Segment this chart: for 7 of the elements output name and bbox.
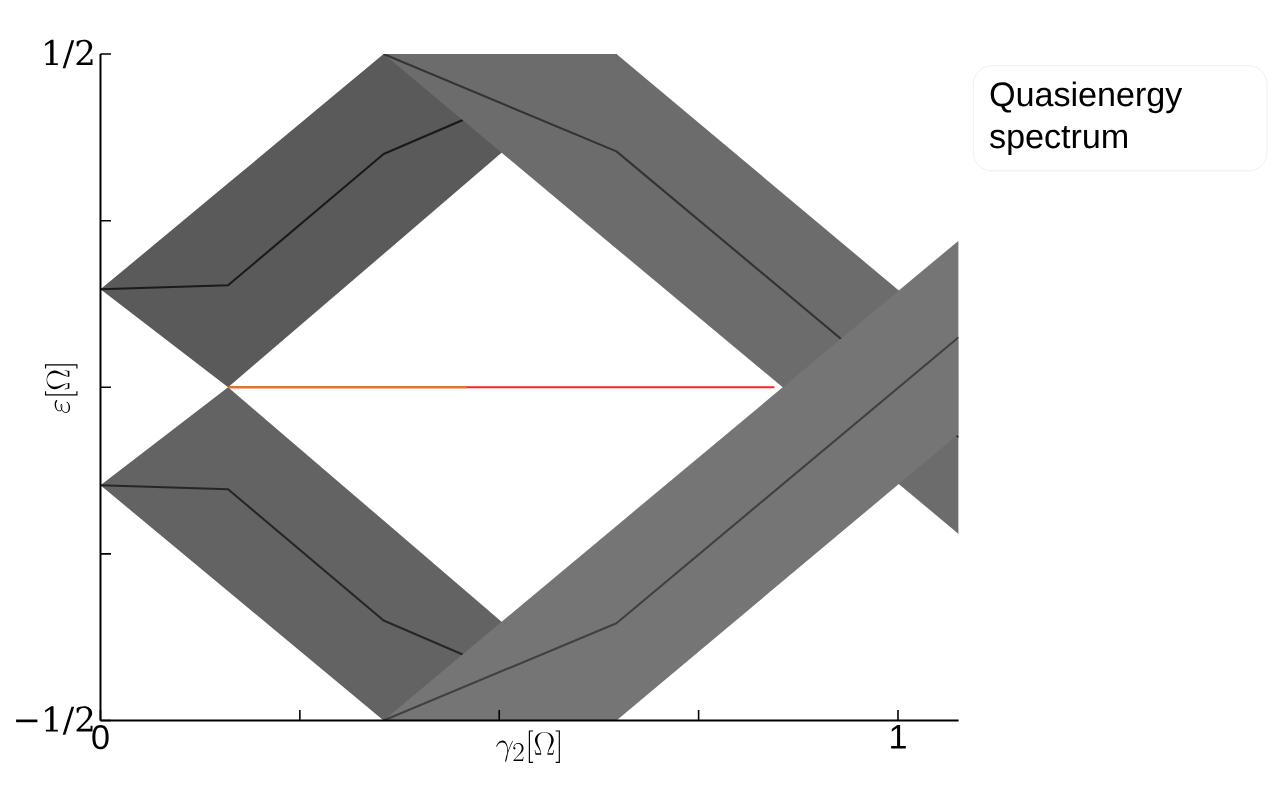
y-axis-title: $\varepsilon[\Omega]$ <box>44 364 78 413</box>
x-tick-label: 0 <box>92 725 109 750</box>
y-tick-label: −1/2 <box>16 706 93 735</box>
x-tick-label: 1 <box>891 725 906 749</box>
text: Quasienergy spectrum <box>990 81 1183 156</box>
x-axis-title: $\gamma_2[\Omega]$ <box>496 730 560 763</box>
y-tick-label: 1/2 <box>45 39 93 69</box>
